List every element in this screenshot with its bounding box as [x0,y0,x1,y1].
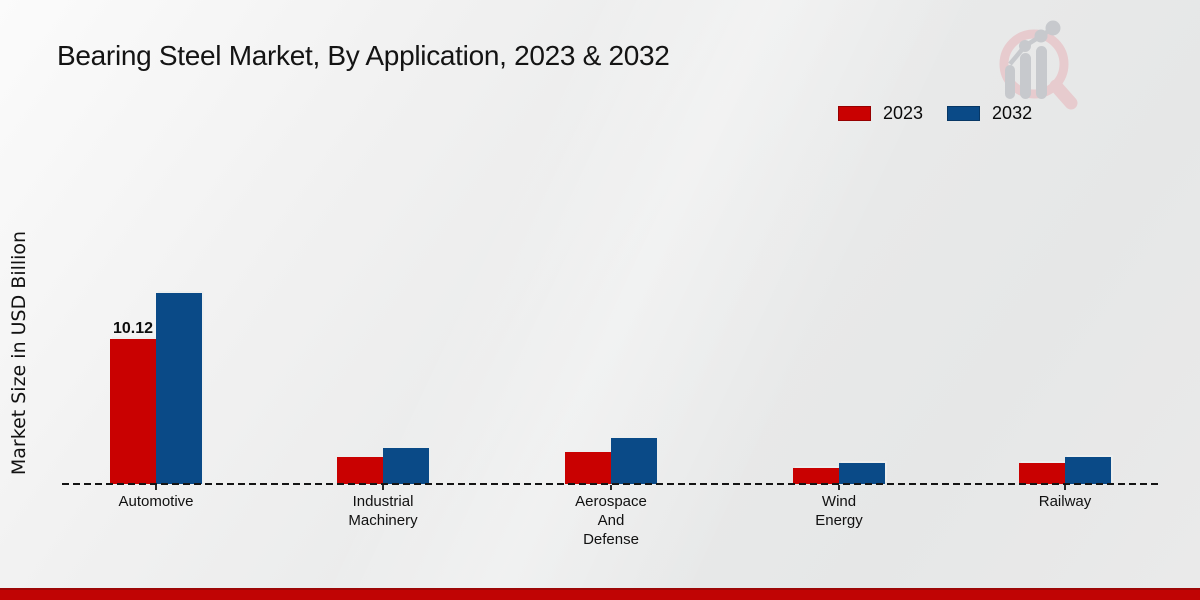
legend-item-2023: 2023 [838,103,923,124]
legend: 2023 2032 [838,103,1032,124]
legend-swatch-2023 [838,106,871,121]
bar-2023-railway [1019,463,1065,484]
x-axis-tick [1064,485,1066,490]
x-axis-tick [382,485,384,490]
legend-item-2032: 2032 [947,103,1032,124]
x-axis-tick [838,485,840,490]
category-label-railway: Railway [1038,493,1092,510]
legend-label: 2032 [992,103,1033,123]
bar-2032-wind-energy [839,462,885,484]
bar-2023-wind-energy [793,467,839,484]
bar-2023-aerospace-and-defense [565,451,611,484]
bar-value-label: 10.12 [112,320,154,337]
category-label-wind-energy: Wind Energy [815,493,863,529]
market-research-logo-icon [999,20,1078,110]
bar-2023-industrial-machinery [337,456,383,484]
chart-title: Bearing Steel Market, By Application, 20… [57,40,670,71]
y-axis-label: Market Size in USD Billion [8,230,30,476]
footer-accent-bar [0,588,1200,600]
legend-swatch-2032 [947,106,981,121]
legend-label: 2023 [883,103,924,123]
bar-2023-automotive [110,339,156,484]
x-axis-tick [155,485,157,490]
bar-2032-automotive [156,293,202,484]
category-label-automotive: Automotive [118,493,194,510]
x-axis-baseline [62,483,1158,485]
bar-2032-industrial-machinery [383,448,429,484]
bar-2032-aerospace-and-defense [611,438,657,484]
x-axis-tick [610,485,612,490]
category-label-industrial-machinery: Industrial Machinery [348,493,418,529]
bar-2032-railway [1065,457,1111,484]
category-label-aerospace-and-defense: Aerospace And Defense [575,493,647,548]
